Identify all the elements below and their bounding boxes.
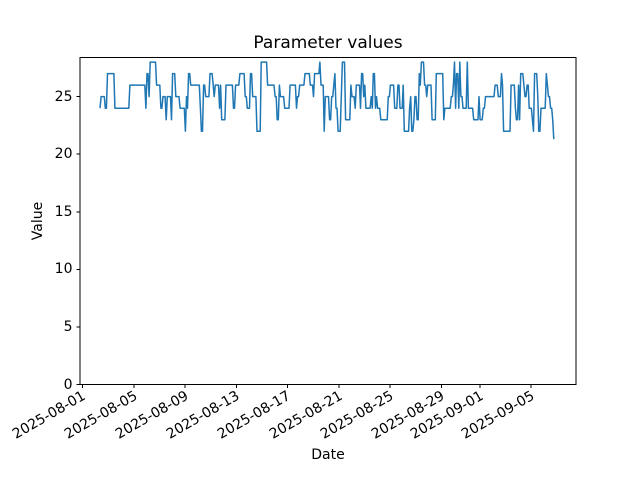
y-tick-label: 10 — [54, 261, 73, 278]
y-tick-label: 5 — [63, 318, 73, 335]
axes-spines — [79, 57, 577, 385]
y-tick-label: 25 — [54, 88, 73, 105]
y-tick-label: 15 — [54, 203, 73, 220]
y-tick-label: 20 — [54, 146, 73, 163]
data-line — [99, 61, 555, 140]
chart-title: Parameter values — [253, 33, 403, 53]
y-tick-label: 0 — [63, 376, 73, 393]
x-axis-label: Date — [311, 447, 345, 463]
